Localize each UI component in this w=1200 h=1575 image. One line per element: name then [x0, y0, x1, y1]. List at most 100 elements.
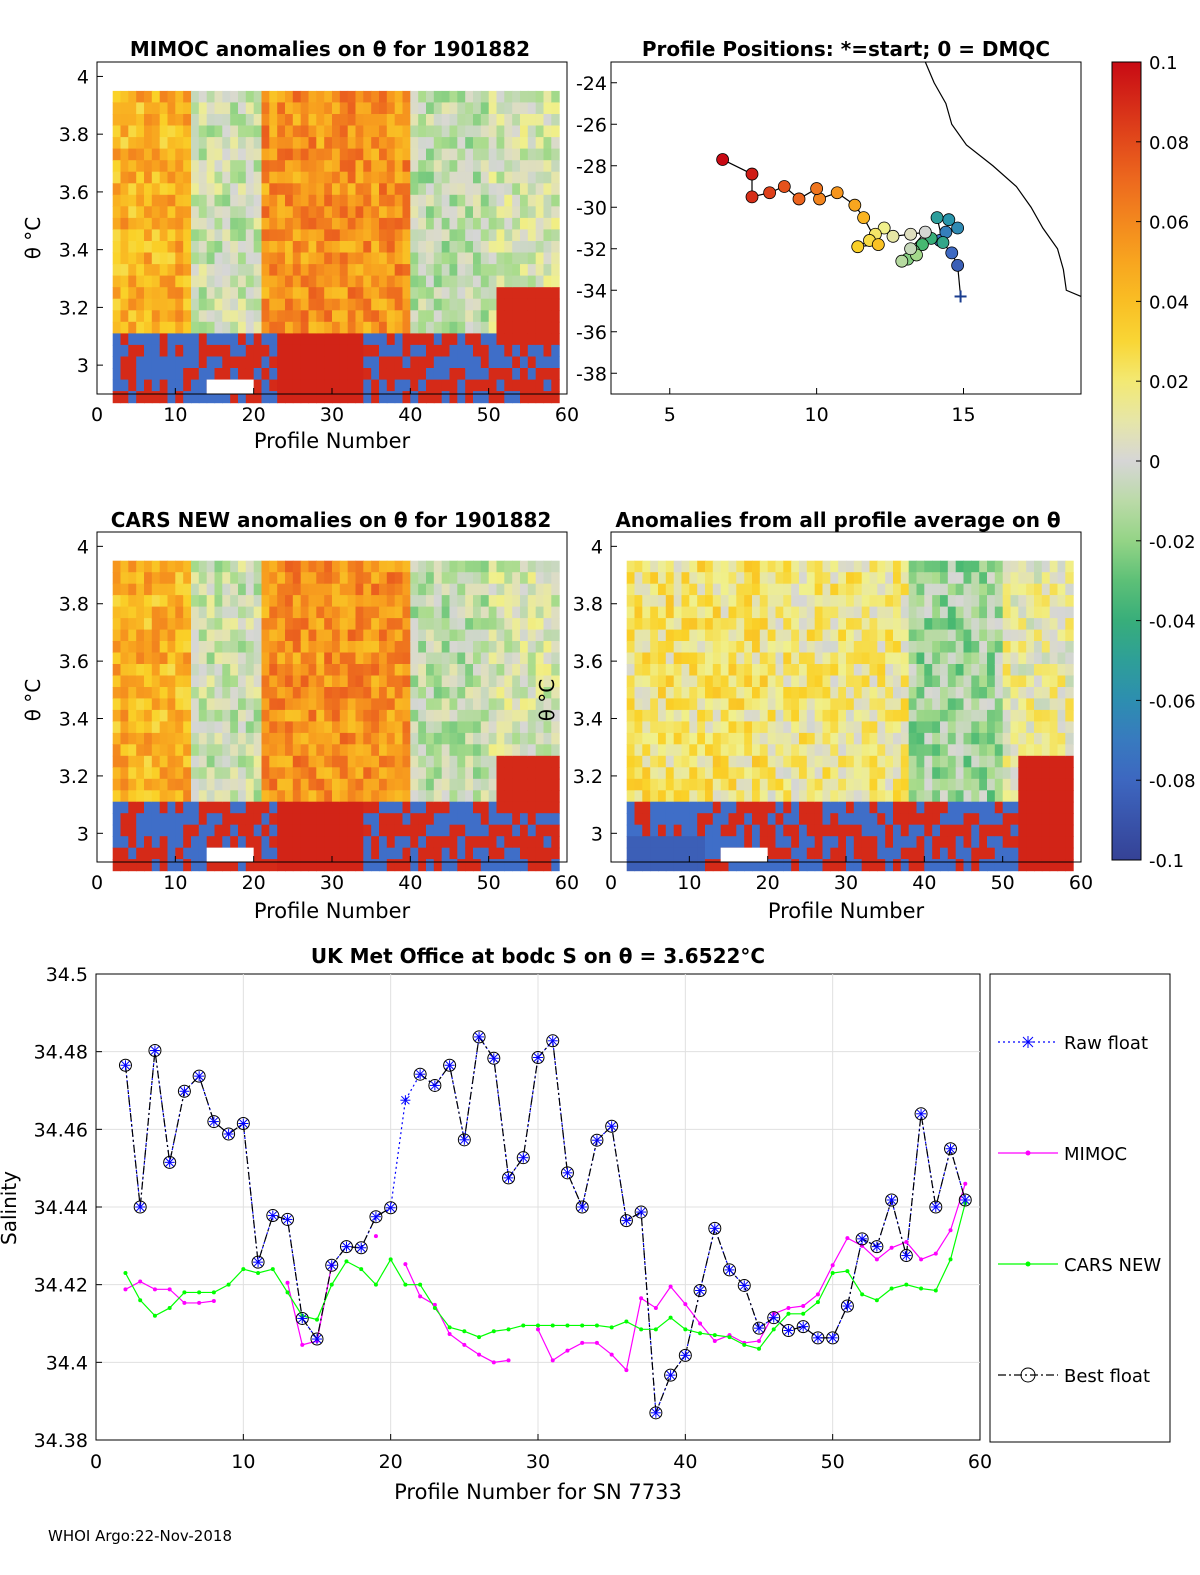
heatmap-cell [752, 664, 761, 677]
heatmap-cell [971, 664, 980, 677]
heatmap-cell [426, 859, 435, 872]
heatmap-cell [175, 675, 184, 688]
heatmap-cell [979, 709, 988, 722]
heatmap-cell [324, 148, 333, 161]
heatmap-cell [932, 618, 941, 631]
heatmap-cell [814, 778, 824, 791]
heatmap-cell [457, 801, 466, 814]
heatmap-cell [198, 90, 208, 103]
heatmap-cell [198, 229, 208, 242]
heatmap-cell [480, 252, 490, 265]
heatmap-cell [292, 801, 302, 814]
heatmap-cell [183, 333, 192, 346]
heatmap-cell [285, 391, 294, 404]
profile-position [848, 198, 862, 212]
heatmap-cell [535, 675, 545, 688]
heatmap-cell [512, 391, 521, 404]
heatmap-cell [316, 125, 325, 138]
heatmap-cell [379, 675, 388, 688]
heatmap-cell [791, 560, 800, 573]
heatmap-cell [277, 836, 286, 849]
heatmap-cell [175, 744, 184, 757]
heatmap-cell [253, 344, 263, 357]
heatmap-cell [285, 287, 294, 300]
heatmap-cell [642, 767, 651, 780]
heatmap-cell [183, 206, 192, 219]
heatmap-cell [799, 813, 808, 826]
heatmap-cell [650, 859, 659, 872]
heatmap-cell [924, 709, 933, 722]
heatmap-cell [159, 652, 169, 665]
heatmap-cell [261, 275, 270, 288]
heatmap-cell [979, 847, 988, 860]
heatmap-cell [379, 310, 388, 323]
heatmap-cell [520, 379, 529, 392]
heatmap-cell [465, 137, 474, 150]
heatmap-cell [175, 183, 184, 196]
heatmap-cell [932, 629, 941, 642]
heatmap-cell [504, 160, 513, 173]
heatmap-cell [744, 664, 753, 677]
heatmap-cell [1034, 744, 1043, 757]
heatmap-cell [1002, 560, 1012, 573]
heatmap-cell [924, 687, 933, 700]
heatmap-cell [673, 778, 683, 791]
heatmap-cell [441, 755, 451, 768]
heatmap-cell [363, 114, 372, 127]
heatmap-cell [426, 698, 435, 711]
heatmap-cell [806, 732, 816, 745]
heatmap-cell [767, 664, 777, 677]
heatmap-cell [183, 287, 192, 300]
heatmap-cell [924, 641, 933, 654]
heatmap-cell [885, 664, 894, 677]
heatmap-cell [665, 813, 675, 826]
heatmap-cell [947, 801, 957, 814]
heatmap-cell [673, 641, 683, 654]
heatmap-cell [292, 137, 302, 150]
heatmap-cell [488, 125, 498, 138]
heatmap-cell [822, 664, 831, 677]
mimoc-point [698, 1321, 703, 1326]
heatmap-cell [900, 755, 910, 768]
heatmap-cell [379, 206, 388, 219]
heatmap-cell [426, 114, 435, 127]
heatmap-cell [893, 641, 902, 654]
heatmap-cell [363, 606, 372, 619]
heatmap-cell [465, 264, 474, 277]
mimoc-point [639, 1296, 644, 1301]
y-tick-label: 4 [77, 536, 89, 558]
heatmap-cell [861, 560, 871, 573]
heatmap-cell [1002, 675, 1012, 688]
heatmap-cell [814, 675, 824, 688]
heatmap-cell [230, 824, 239, 837]
heatmap-cell [689, 755, 698, 768]
heatmap-cell [814, 836, 824, 849]
profile-position [951, 258, 965, 272]
x-tick-label: 50 [991, 872, 1015, 894]
heatmap-cell [324, 824, 333, 837]
heatmap-cell [955, 652, 965, 665]
heatmap-cell [449, 148, 458, 161]
heatmap-cell [183, 241, 192, 254]
heatmap-cell [1026, 606, 1035, 619]
heatmap-cell [112, 687, 122, 700]
heatmap-cell [261, 755, 270, 768]
heatmap-cell [1057, 698, 1066, 711]
heatmap-cell [830, 572, 839, 585]
heatmap-cell [449, 229, 458, 242]
heatmap-cell [441, 102, 451, 115]
heatmap-cell [386, 125, 396, 138]
raw-float-point [945, 1143, 956, 1154]
heatmap-cell [324, 102, 333, 115]
heatmap-cell [916, 583, 925, 596]
heatmap-cell [496, 732, 505, 745]
heatmap-cell [324, 183, 333, 196]
heatmap-cell [214, 790, 223, 803]
mimoc-point [683, 1302, 688, 1307]
heatmap-cell [410, 698, 419, 711]
heatmap-cell [877, 744, 886, 757]
raw-float-point [547, 1035, 558, 1046]
heatmap-cell [705, 801, 714, 814]
heatmap-cell [728, 824, 737, 837]
heatmap-cell [191, 847, 200, 860]
